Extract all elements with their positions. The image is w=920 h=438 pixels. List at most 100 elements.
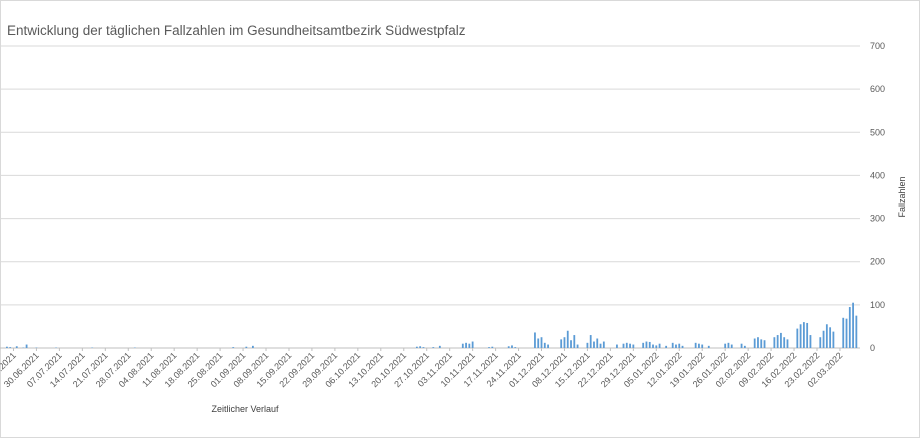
bar <box>645 341 648 348</box>
bar <box>780 332 782 348</box>
bar <box>743 345 746 348</box>
bar <box>809 335 812 348</box>
bar <box>616 344 618 348</box>
x-axis-ticks: 23.06.202130.06.202107.07.202114.07.2021… <box>0 348 844 389</box>
y-tick-label: 700 <box>870 41 885 51</box>
bar <box>511 345 513 348</box>
bar <box>586 342 589 348</box>
bar <box>822 330 825 348</box>
bar <box>438 345 441 348</box>
bar <box>655 345 658 348</box>
gridlines <box>0 45 860 349</box>
bar-series <box>6 302 858 348</box>
bar <box>707 345 710 348</box>
bar <box>799 324 802 348</box>
y-tick-label: 300 <box>870 214 885 224</box>
bar <box>724 343 727 348</box>
bar <box>845 318 848 348</box>
bar <box>25 344 28 348</box>
bar <box>232 347 235 348</box>
bar <box>701 344 704 348</box>
x-axis-label: Zeitlicher Verlauf <box>211 404 279 414</box>
bar <box>514 347 517 348</box>
bar <box>727 342 730 348</box>
bar <box>245 346 248 348</box>
bar <box>422 347 425 348</box>
bar <box>9 347 12 348</box>
bar <box>471 341 474 348</box>
bar <box>658 343 661 348</box>
bar <box>251 345 254 348</box>
bar <box>576 344 579 348</box>
bar <box>730 344 733 348</box>
bar <box>825 324 828 348</box>
bar <box>6 346 8 348</box>
bar <box>602 341 605 348</box>
bar <box>740 343 743 348</box>
bar <box>15 346 18 348</box>
y-tick-label: 100 <box>870 300 885 310</box>
bar <box>806 322 809 348</box>
bar <box>671 342 674 348</box>
bar <box>537 338 540 348</box>
bar <box>652 344 654 348</box>
bar <box>415 346 418 348</box>
bar <box>842 317 845 348</box>
bar <box>648 341 651 348</box>
bar <box>596 338 599 348</box>
bar <box>760 339 763 348</box>
bar <box>776 335 779 348</box>
bar <box>491 346 494 348</box>
bar <box>698 343 700 348</box>
bar <box>678 343 681 348</box>
bar <box>832 331 835 348</box>
bar <box>773 337 776 348</box>
bar <box>642 342 645 348</box>
bar <box>829 327 832 348</box>
bar <box>543 342 546 348</box>
bar <box>632 344 635 348</box>
bar <box>819 337 822 348</box>
bar <box>560 339 563 348</box>
y-axis-ticks: 0 100 200 300 400 500 600 700 <box>870 41 885 353</box>
y-tick-label: 200 <box>870 257 885 267</box>
bar <box>786 339 789 348</box>
bar <box>563 337 566 348</box>
bar <box>625 342 628 348</box>
bar <box>419 346 422 348</box>
bar <box>534 332 536 348</box>
bar <box>488 347 490 348</box>
bar <box>681 345 684 348</box>
bar <box>694 342 697 348</box>
bar <box>855 315 858 348</box>
bar <box>468 343 471 348</box>
y-tick-label: 500 <box>870 127 885 137</box>
y-tick-label: 400 <box>870 170 885 180</box>
bar <box>465 342 467 348</box>
bar <box>547 344 549 348</box>
bar <box>757 337 759 348</box>
y-tick-label: 0 <box>870 343 875 353</box>
bar <box>566 330 569 348</box>
bar <box>507 346 510 348</box>
bar <box>665 345 668 348</box>
bar <box>622 343 625 348</box>
bar <box>593 341 595 348</box>
bar <box>461 343 464 348</box>
bar <box>763 340 766 348</box>
bar <box>573 335 576 348</box>
y-axis-label: Fallzahlen <box>897 176 907 217</box>
bar <box>783 337 786 348</box>
bar <box>589 335 592 348</box>
bar <box>796 328 799 348</box>
bar <box>753 338 756 348</box>
bar <box>802 322 805 348</box>
bar <box>629 343 631 348</box>
bar <box>540 337 543 348</box>
chart-title: Entwicklung der täglichen Fallzahlen im … <box>7 23 466 38</box>
bar <box>599 343 602 348</box>
y-tick-label: 600 <box>870 84 885 94</box>
bar <box>675 344 677 348</box>
bar <box>570 340 572 348</box>
